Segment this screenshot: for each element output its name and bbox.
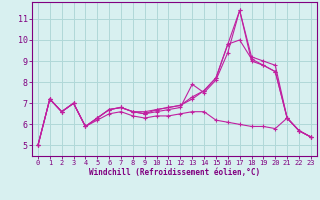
X-axis label: Windchill (Refroidissement éolien,°C): Windchill (Refroidissement éolien,°C) — [89, 168, 260, 177]
